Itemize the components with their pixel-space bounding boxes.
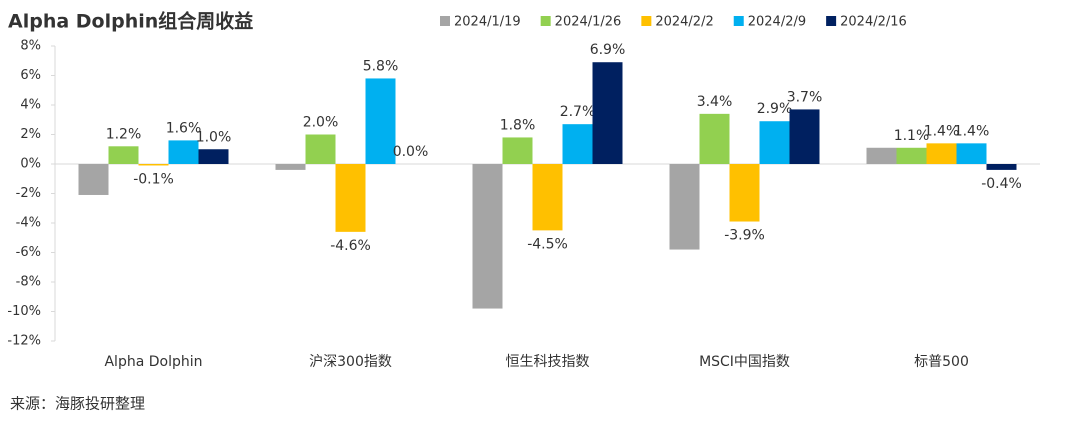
y-tick-label: -12% [7,334,41,349]
legend-swatch [440,16,450,26]
bar [108,146,139,164]
data-label: 6.9% [590,42,626,58]
data-label: 2.7% [560,104,596,120]
data-label: 3.4% [697,94,733,110]
bar [365,78,396,164]
x-tick-label: MSCI中国指数 [699,354,790,370]
data-label: 2.0% [303,115,339,131]
bar [168,140,199,164]
data-label: 3.7% [787,89,823,105]
y-tick-label: 2% [20,127,41,142]
bar [562,124,593,164]
data-label: 0.0% [393,144,429,160]
y-tick-label: -4% [16,216,41,231]
x-tick-label: 恒生科技指数 [506,354,590,370]
bar [669,164,700,250]
legend-swatch [733,16,744,26]
bar [335,164,366,232]
y-tick-label: -2% [16,186,41,201]
bar [759,121,790,164]
bar [532,164,563,231]
x-tick-label: 标普500 [914,354,969,370]
y-tick-label: 0% [20,157,41,172]
data-label: 5.8% [363,58,399,74]
data-label: 1.4% [924,123,960,139]
bar [896,147,927,164]
bar [472,164,503,309]
bar [789,109,820,164]
legend-label: 2024/2/16 [840,15,907,30]
bar [592,62,623,164]
bar [729,164,760,222]
legend-swatch [540,16,551,26]
bar [502,137,533,164]
bar [275,164,306,170]
data-label: 1.0% [196,129,232,145]
data-label: -4.6% [330,238,371,254]
data-label: 1.4% [954,123,990,139]
data-label: -3.9% [724,228,765,244]
bar [866,147,897,164]
bar [956,143,987,164]
y-tick-label: 6% [20,68,41,83]
y-tick-label: -8% [16,275,41,290]
data-label: -0.4% [981,176,1022,192]
chart-title: Alpha Dolphin组合周收益 [8,10,253,33]
data-label: 1.6% [166,120,202,136]
bar [305,134,336,164]
bar [926,143,957,164]
y-tick-label: 8% [20,39,41,54]
data-label: 2.9% [757,101,793,117]
bar [986,164,1017,170]
source-note: 来源：海豚投研整理 [10,395,145,413]
data-label: 1.2% [106,126,142,142]
x-tick-label: Alpha Dolphin [104,354,202,370]
y-tick-label: 4% [20,98,41,113]
y-tick-label: -10% [7,304,41,319]
bar [138,164,169,166]
legend-label: 2024/2/9 [748,15,806,30]
bar [198,149,229,164]
data-label: -0.1% [133,171,174,187]
data-label: 1.8% [500,117,536,133]
legend-label: 2024/1/26 [555,15,622,30]
data-label: 1.1% [894,128,930,144]
x-tick-label: 沪深300指数 [309,354,392,370]
y-tick-label: -6% [16,245,41,260]
legend-swatch [641,16,652,26]
bar [78,164,109,195]
bar [699,113,730,164]
legend-label: 2024/2/2 [655,15,713,30]
data-label: -4.5% [527,236,568,252]
legend-label: 2024/1/19 [454,15,521,30]
legend-swatch [826,16,837,26]
